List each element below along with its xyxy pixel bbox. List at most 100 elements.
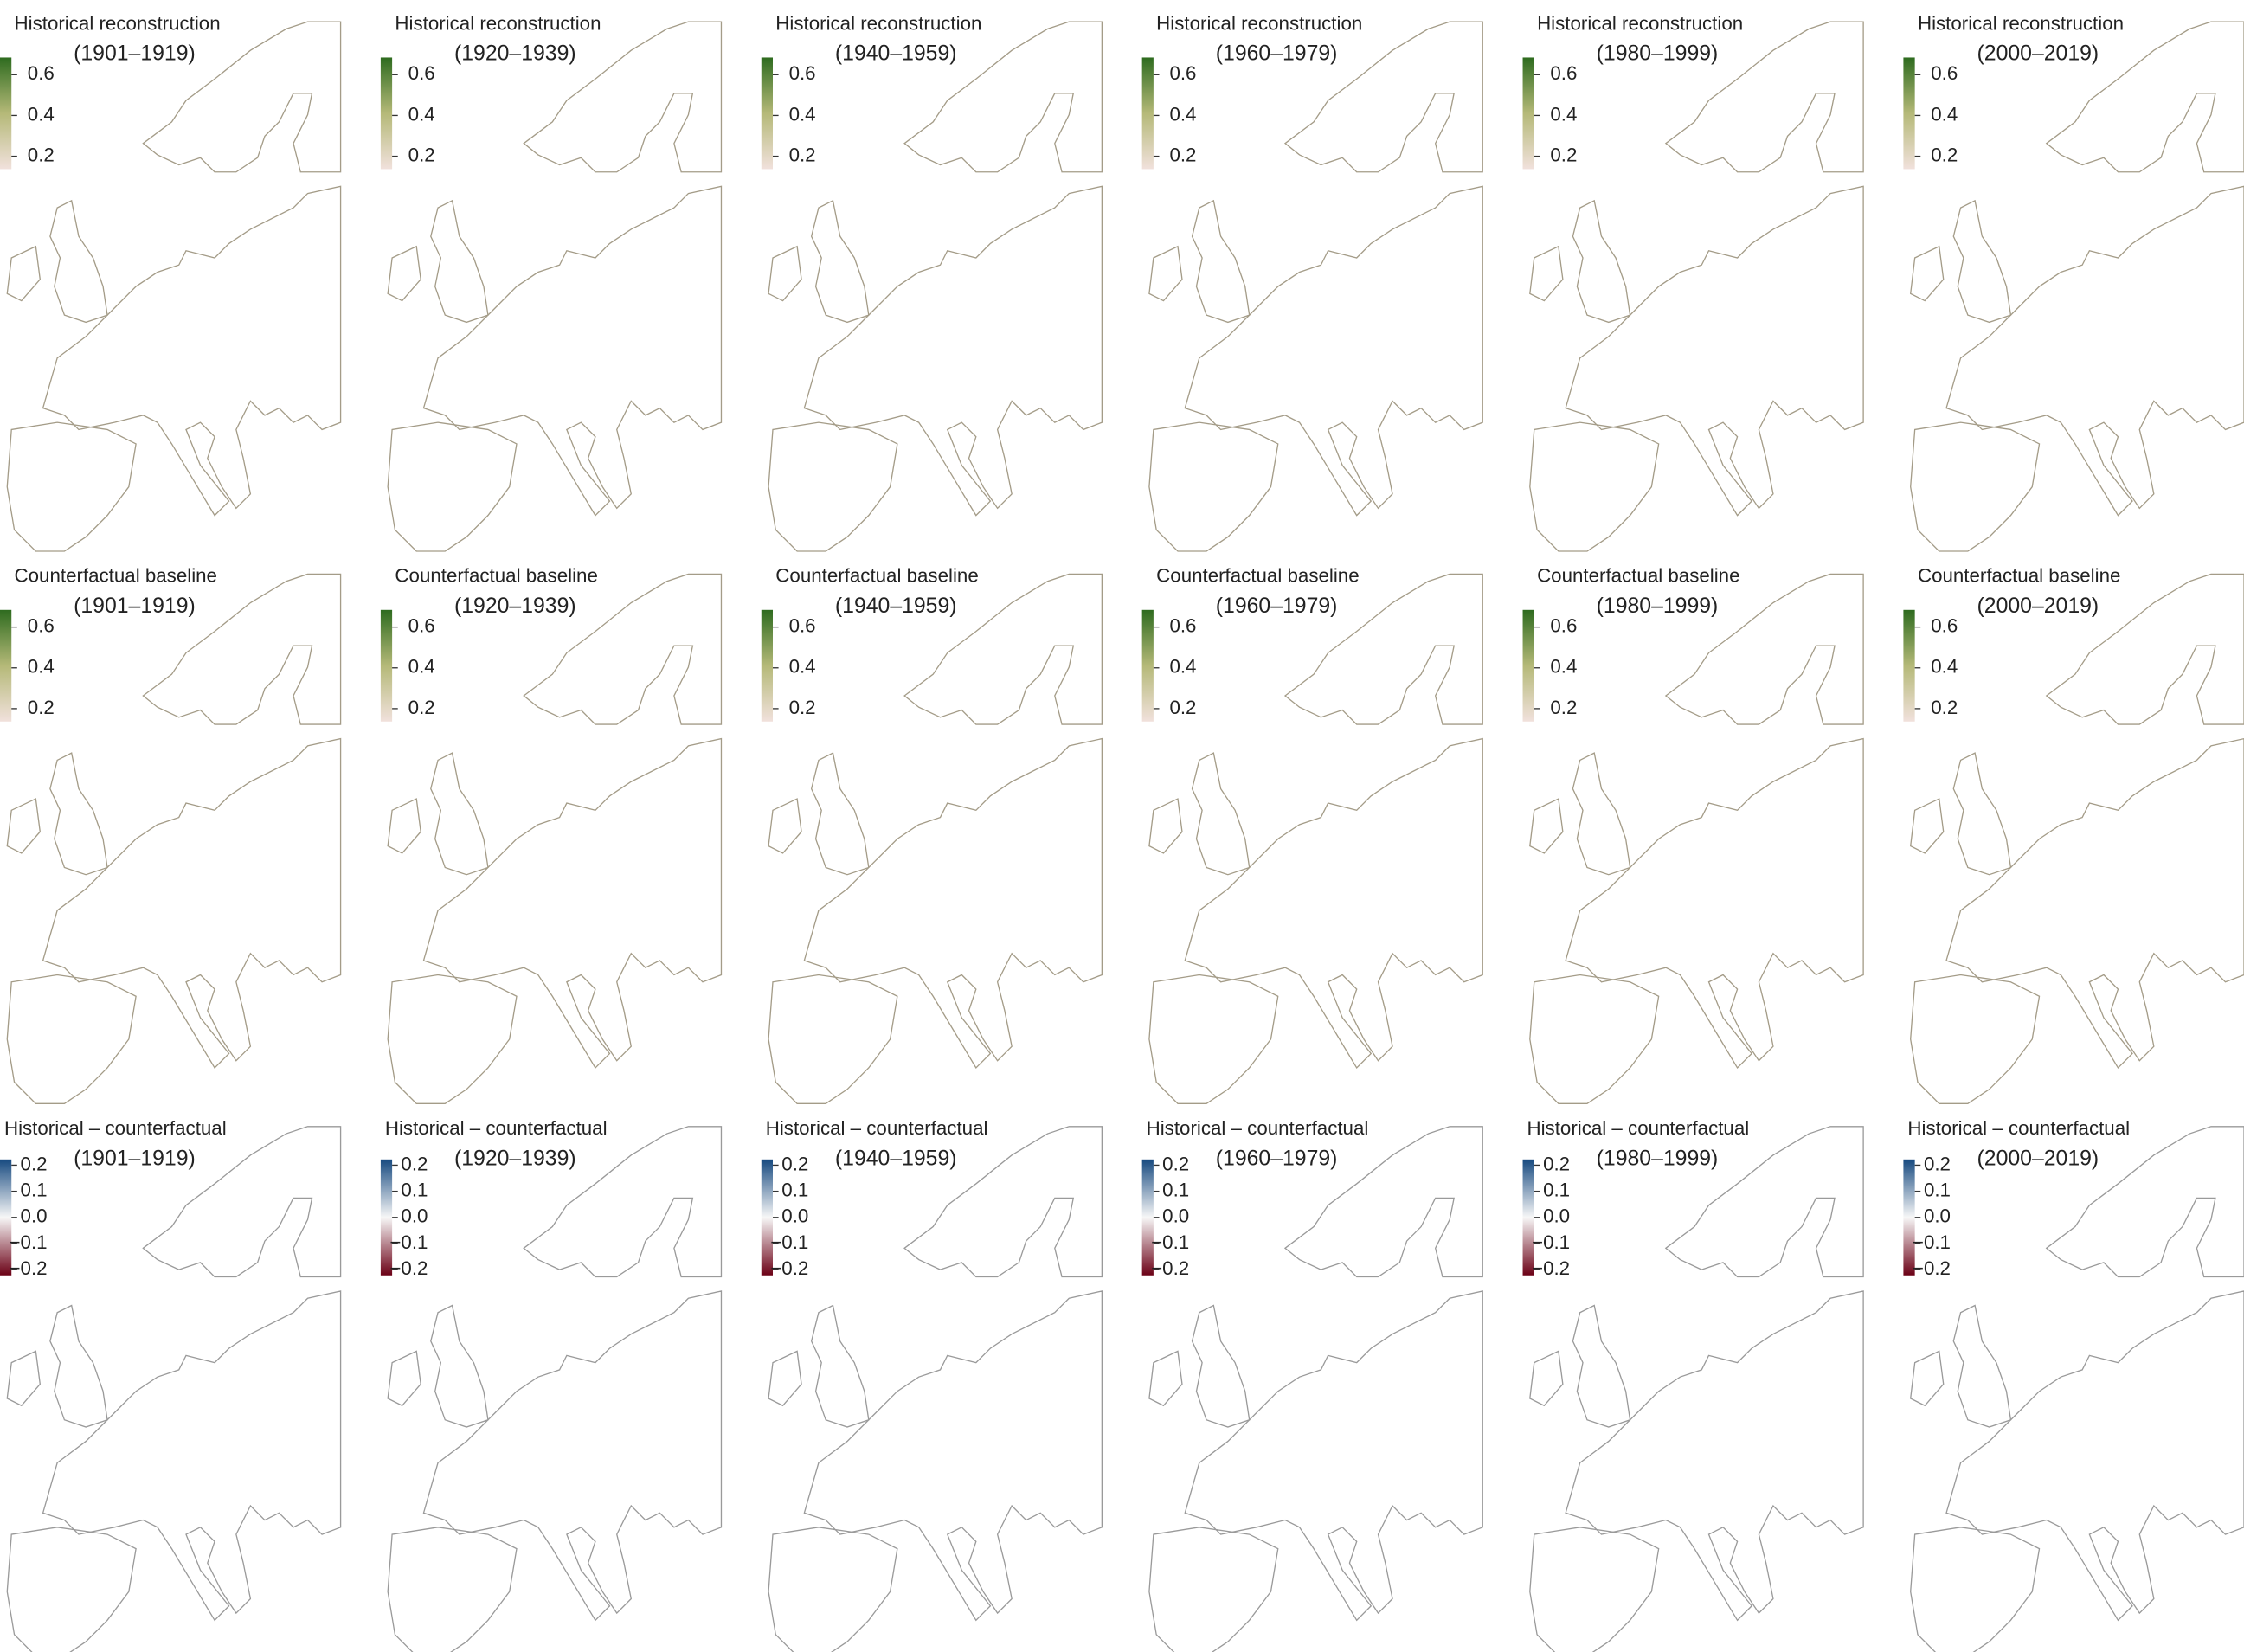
land-green [143, 57, 341, 201]
map-outline [1528, 573, 1864, 1105]
colorbar-tick-label: 0.4 [28, 103, 55, 125]
map-outline [387, 1125, 723, 1652]
land-green [2046, 57, 2244, 201]
colorbar-tick-label: −0.2 [389, 1257, 428, 1279]
map-outline [768, 1125, 1103, 1652]
colorbar [1141, 57, 1154, 170]
panel-title: Historical reconstruction [395, 12, 601, 34]
map-outline [1148, 573, 1484, 1105]
colorbar-tick-label: 0.4 [28, 656, 55, 678]
panel-title: Historical – counterfactual [1907, 1117, 2130, 1139]
land-green [1285, 609, 1483, 754]
land-green [143, 609, 341, 754]
land-red [1910, 1520, 2025, 1635]
panel-period: (2000–2019) [1977, 595, 2099, 618]
land-blue [272, 1263, 357, 1348]
panel-title: Historical reconstruction [775, 12, 981, 34]
map-outline [6, 1125, 342, 1652]
land-green [1623, 884, 1781, 971]
colorbar [0, 609, 12, 722]
colorbar-tick-label: 0.1 [1924, 1179, 1951, 1200]
land-green [2003, 331, 2162, 419]
panel-title: Counterfactual baseline [1537, 565, 1739, 587]
land-green [1242, 331, 1400, 419]
colorbar [1522, 1159, 1534, 1276]
land-blue [1032, 1262, 1103, 1349]
land-red [1148, 1520, 1264, 1635]
land-blue [947, 1147, 1103, 1291]
land-green [100, 884, 258, 971]
colorbar-tick-label: 0.4 [1169, 656, 1196, 678]
panel-period: (1901–1919) [74, 595, 196, 618]
map-panel: Counterfactual baseline (2000–2019) 0.2 0.4… [1903, 565, 2244, 1105]
colorbar-tick-label: 0.2 [21, 1153, 48, 1174]
colorbar-tick-label: 0.6 [408, 62, 435, 84]
land-green [480, 331, 639, 419]
land-green [904, 609, 1103, 754]
land-red [201, 1341, 372, 1398]
colorbar [1903, 609, 1915, 722]
panel-period: (1940–1959) [835, 1147, 957, 1170]
land-green [1665, 57, 1864, 201]
colorbar-tick-label: 0.4 [1550, 656, 1577, 678]
panel-period: (1920–1939) [454, 42, 576, 66]
colorbar-tick-label: 0.0 [21, 1205, 48, 1227]
colorbar-tick-label: 0.4 [1550, 103, 1577, 125]
colorbar-tick-label: −0.1 [1532, 1231, 1570, 1253]
land-green [861, 884, 1019, 971]
colorbar [380, 1159, 393, 1276]
colorbar [761, 609, 773, 722]
colorbar-tick-label: 0.2 [781, 1153, 808, 1174]
map-outline [1909, 573, 2244, 1105]
land-blue [1413, 1262, 1483, 1349]
map [1148, 1126, 1483, 1652]
colorbar [1141, 609, 1154, 722]
panel-title: Counterfactual baseline [775, 565, 978, 587]
panel-title: Historical – counterfactual [385, 1117, 608, 1139]
panel-period: (2000–2019) [1977, 1147, 2099, 1170]
map-panel: Counterfactual baseline (1901–1919) 0.2 0.4… [0, 565, 342, 1105]
land-red [1551, 1441, 1864, 1556]
map-outline [1148, 21, 1484, 552]
colorbar-tick-label: 0.6 [1931, 615, 1958, 637]
panel-title: Counterfactual baseline [1918, 565, 2120, 587]
colorbar-tick-label: −0.2 [10, 1257, 48, 1279]
land-green [100, 243, 341, 373]
colorbar-tick-label: 0.2 [1931, 697, 1958, 718]
map [768, 1126, 1103, 1652]
colorbar-tick-label: 0.6 [1550, 615, 1577, 637]
map-panel: Counterfactual baseline (1980–1999) 0.2 0.4… [1522, 565, 1864, 1105]
colorbar-tick-label: 0.4 [789, 103, 816, 125]
panel-title: Counterfactual baseline [1156, 565, 1359, 587]
colorbar-tick-label: 0.1 [21, 1179, 48, 1200]
colorbar-tick-label: 0.2 [789, 697, 816, 718]
colorbar-tick-label: 0.0 [1162, 1205, 1189, 1227]
map [388, 1126, 722, 1652]
panel-period: (1960–1979) [1216, 42, 1338, 66]
colorbar-tick-label: 0.4 [1931, 103, 1958, 125]
map-outline [387, 21, 723, 552]
map-outline [1909, 1125, 2244, 1652]
land-red [768, 1520, 884, 1635]
land-green [2003, 884, 2162, 971]
land-red [581, 1340, 722, 1398]
land-blue [2089, 1147, 2244, 1291]
colorbar-tick-label: 0.2 [28, 697, 55, 718]
colorbar-tick-label: 0.4 [1931, 656, 1958, 678]
colorbar-tick-label: 0.2 [408, 697, 435, 718]
land-red [29, 1442, 344, 1556]
land-green [1242, 243, 1483, 373]
colorbar-tick-label: 0.0 [401, 1205, 428, 1227]
colorbar-tick-label: −0.2 [1913, 1257, 1951, 1279]
land-red [1932, 1441, 2244, 1556]
land-green [100, 331, 258, 419]
colorbar-tick-label: 0.2 [789, 144, 816, 165]
colorbar-tick-label: 0.6 [408, 615, 435, 637]
colorbar-tick-label: 0.2 [408, 144, 435, 165]
map [1910, 1126, 2244, 1652]
land-green [2003, 795, 2244, 925]
colorbar-tick-label: −0.1 [1913, 1231, 1951, 1253]
map-outline [1528, 21, 1864, 552]
land-green [480, 884, 639, 971]
panel-period: (1960–1979) [1216, 1147, 1338, 1170]
